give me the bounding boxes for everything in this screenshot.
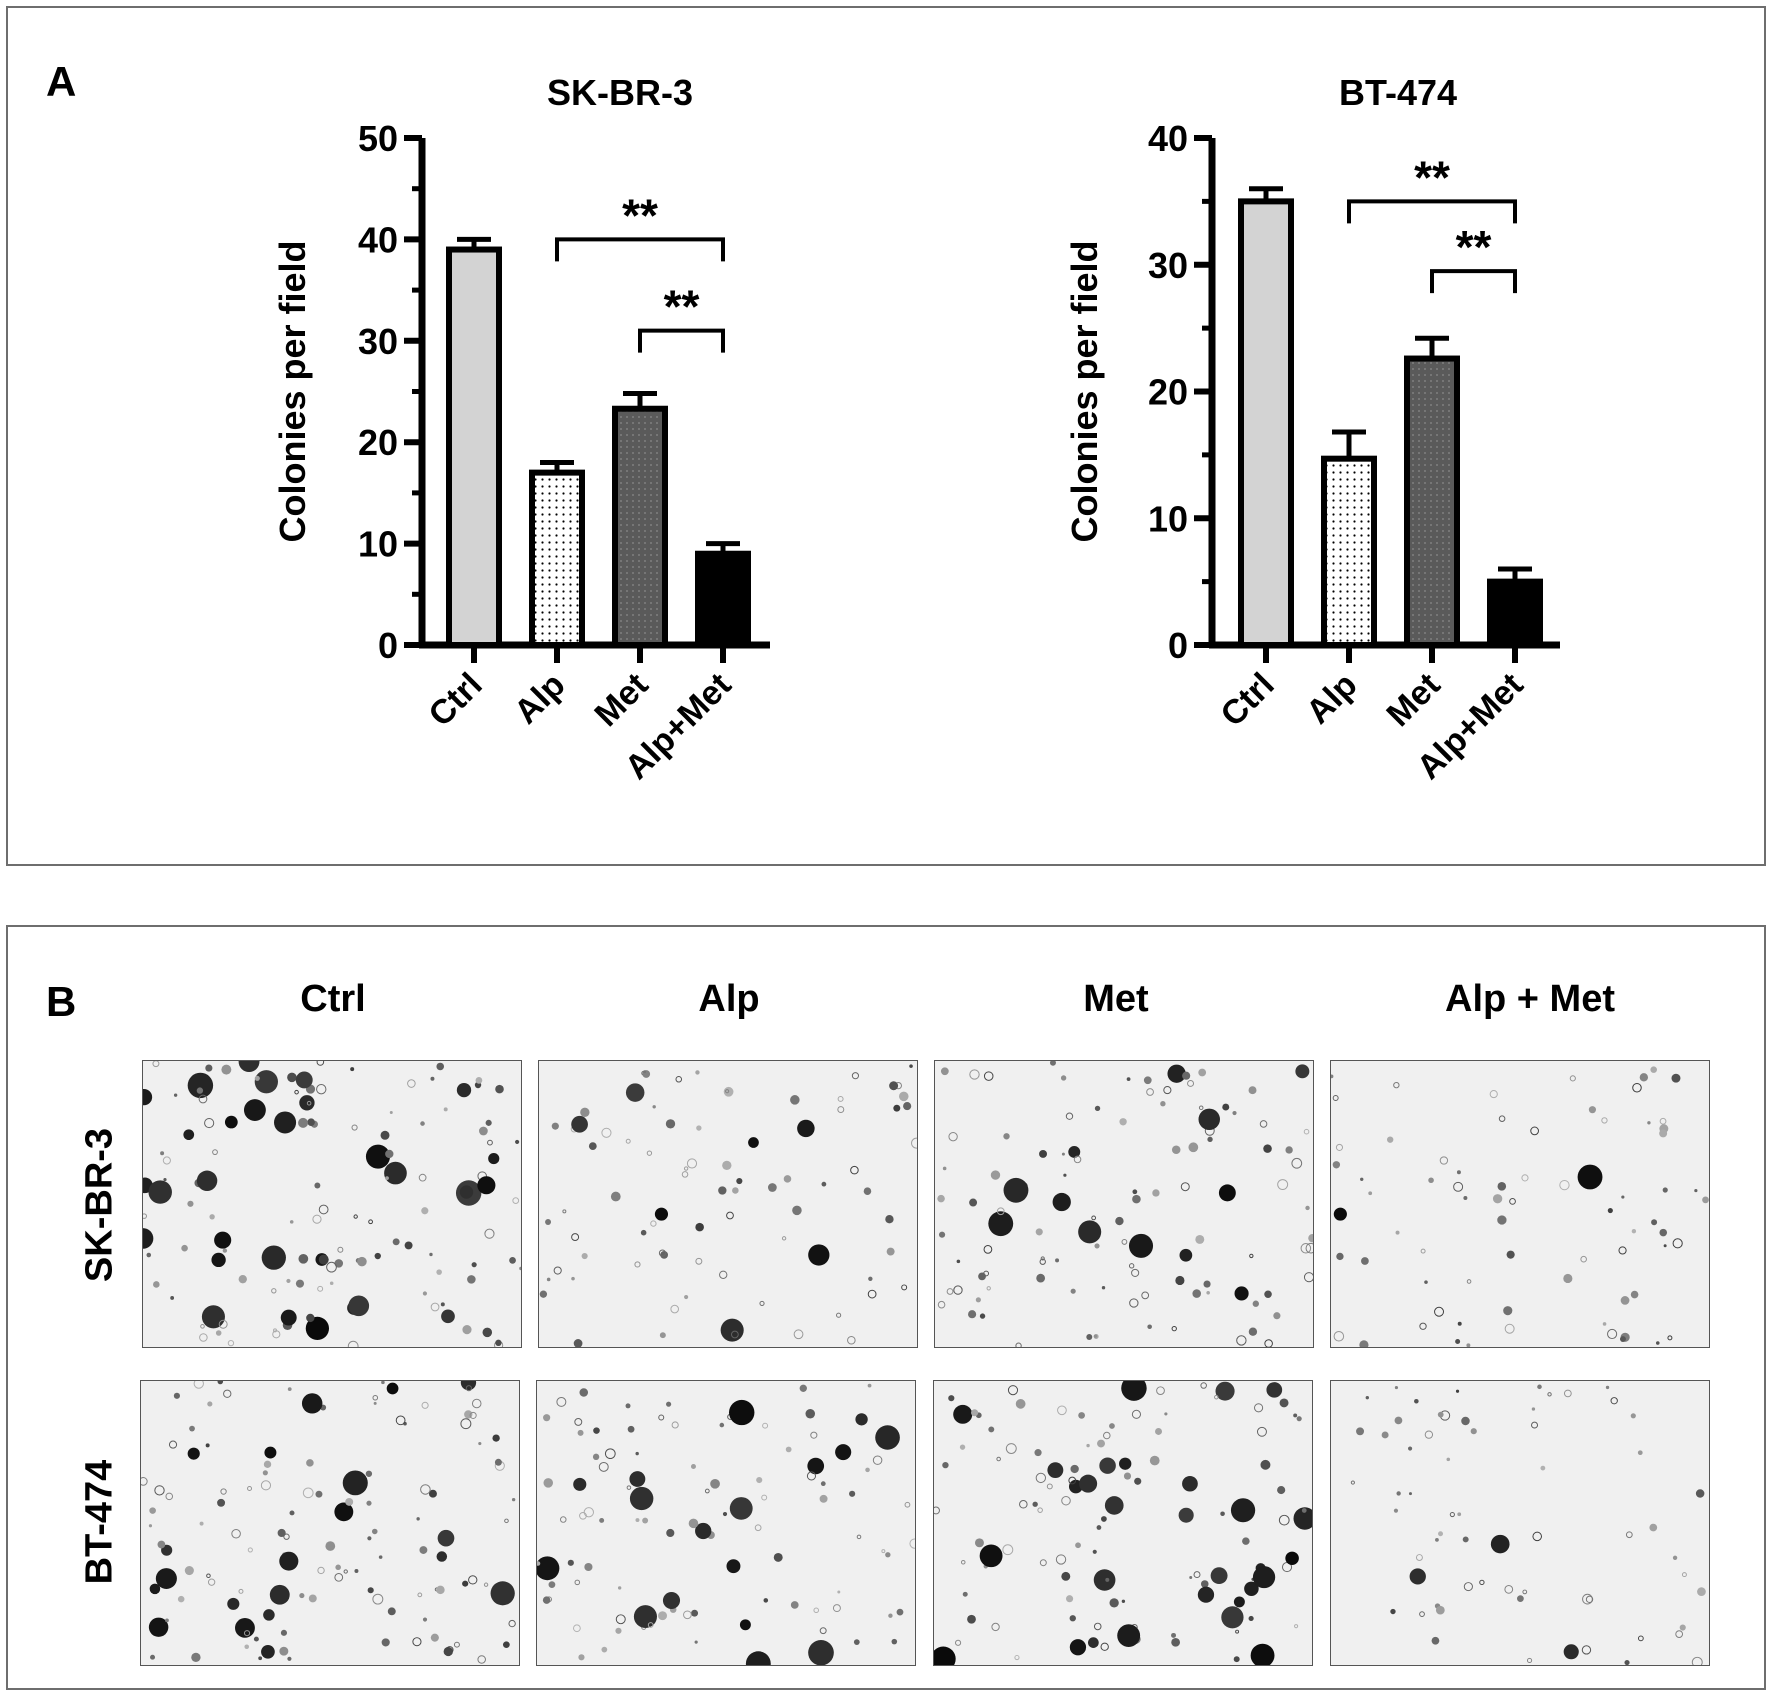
column-header-ctrl: Ctrl — [300, 978, 366, 1020]
micrograph-texture — [1331, 1061, 1709, 1347]
micrograph-texture — [143, 1061, 521, 1347]
y-tick-label-sk-br-3-10: 10 — [358, 524, 398, 565]
micrograph-texture — [537, 1381, 915, 1665]
micrograph-texture — [934, 1381, 1312, 1665]
chart-title-bt-474: BT-474 — [1339, 72, 1457, 113]
significance-bracket-sk-br-3-1 — [555, 237, 725, 262]
micrograph-bt-474-ctrl — [140, 1380, 520, 1666]
micrograph-texture — [539, 1061, 917, 1347]
column-header-met: Met — [1083, 978, 1149, 1020]
y-tick-label-sk-br-3-40: 40 — [358, 219, 398, 260]
micrograph-sk-br-3-alp-met — [1330, 1060, 1710, 1348]
y-tick-label-sk-br-3-20: 20 — [358, 422, 398, 463]
micrograph-sk-br-3-ctrl — [142, 1060, 522, 1348]
row-header-sk-br-3: SK-BR-3 — [78, 1127, 121, 1283]
y-tick-label-bt-474-30: 30 — [1148, 245, 1188, 286]
bar-charts: SK-BR-3 Colonies per field 0 10 20 30 40 50 Ctrl… — [272, 72, 1560, 787]
y-axis-label-sk-br-3: Colonies per field — [272, 240, 313, 542]
micrograph-texture — [141, 1381, 519, 1665]
significance-label-bt-474-1: ** — [1414, 151, 1450, 203]
x-tick-label-sk-br-3-met: Met — [587, 666, 655, 734]
significance-bracket-bt-474-1 — [1347, 199, 1517, 224]
chart-title-sk-br-3: SK-BR-3 — [547, 72, 693, 113]
significance-label-bt-474-2: ** — [1456, 221, 1492, 273]
y-tick-label-bt-474-40: 40 — [1148, 118, 1188, 159]
y-axis-label-bt-474: Colonies per field — [1064, 240, 1105, 542]
significance-bracket-sk-br-3-2 — [638, 328, 725, 353]
x-tick-label-bt-474-alp: Alp — [1299, 666, 1365, 732]
micrograph-bt-474-alp — [536, 1380, 916, 1666]
column-header-alp-met: Alp + Met — [1445, 978, 1615, 1020]
significance-label-sk-br-3-2: ** — [664, 281, 700, 333]
y-tick-label-bt-474-0: 0 — [1168, 625, 1188, 666]
bar-bt-474-alp-met — [1487, 578, 1543, 648]
bar-sk-br-3-alp — [529, 469, 585, 648]
panel-a-label: A — [46, 58, 77, 105]
micrograph-sk-br-3-met — [934, 1060, 1314, 1348]
micrograph-bt-474-alp-met — [1330, 1380, 1710, 1666]
y-tick-label-sk-br-3-50: 50 — [358, 118, 398, 159]
significance-label-sk-br-3-1: ** — [622, 189, 658, 241]
x-tick-label-bt-474-met: Met — [1379, 666, 1447, 734]
row-header-bt-474: BT-474 — [78, 1459, 121, 1585]
bar-sk-br-3-met — [612, 405, 668, 648]
x-tick-label-sk-br-3-alp: Alp — [507, 666, 573, 732]
bar-bt-474-alp — [1321, 455, 1377, 648]
bar-bt-474-met — [1404, 355, 1460, 648]
bar-sk-br-3-alp-met — [695, 550, 751, 648]
micrograph-bt-474-met — [933, 1380, 1313, 1666]
y-tick-label-sk-br-3-0: 0 — [378, 625, 398, 666]
micrograph-texture — [1331, 1381, 1709, 1665]
significance-bracket-bt-474-2 — [1430, 269, 1517, 294]
panel-b-label: B — [46, 978, 77, 1025]
y-tick-label-bt-474-20: 20 — [1148, 372, 1188, 413]
micrograph-texture — [935, 1061, 1313, 1347]
x-tick-label-sk-br-3-ctrl: Ctrl — [421, 666, 489, 734]
column-header-alp: Alp — [698, 978, 760, 1020]
panel-a — [6, 6, 1766, 866]
x-tick-label-bt-474-ctrl: Ctrl — [1213, 666, 1281, 734]
bar-sk-br-3-ctrl — [446, 246, 502, 648]
micrograph-sk-br-3-alp — [538, 1060, 918, 1348]
y-tick-label-sk-br-3-30: 30 — [358, 321, 398, 362]
bar-bt-474-ctrl — [1238, 198, 1294, 648]
y-tick-label-bt-474-10: 10 — [1148, 498, 1188, 539]
